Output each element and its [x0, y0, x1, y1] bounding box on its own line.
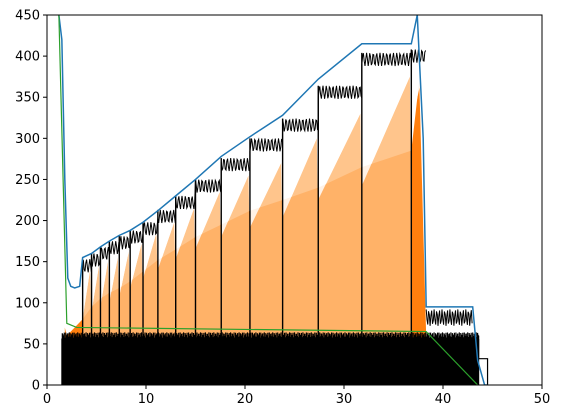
y-tick-label: 0	[32, 379, 40, 394]
x-axis: 0 10 20 30 40 50	[43, 385, 550, 407]
gap-region	[82, 269, 92, 319]
gap-region	[411, 62, 427, 127]
light-band-peak	[221, 175, 250, 385]
x-tick-label: 40	[435, 392, 452, 407]
gap-region	[249, 151, 283, 228]
y-tick-label: 350	[15, 91, 40, 106]
gap-region	[282, 131, 319, 218]
gap-region	[175, 208, 196, 260]
black-signal-fill	[61, 332, 480, 385]
light-band-peak	[361, 76, 412, 385]
y-tick-label: 100	[15, 296, 40, 311]
gap-region	[143, 232, 158, 279]
y-axis: 0 50 100 150 200 250 300 350 400 450	[15, 9, 47, 394]
gap-region	[100, 260, 110, 307]
y-tick-label: 400	[15, 50, 40, 65]
x-tick-label: 20	[237, 392, 254, 407]
y-tick-label: 150	[15, 255, 40, 270]
y-tick-label: 450	[15, 9, 40, 24]
gap-region	[318, 98, 362, 200]
x-tick-label: 10	[138, 392, 155, 407]
y-tick-label: 50	[23, 337, 40, 352]
gap-region	[119, 249, 131, 297]
black-signal-tail	[478, 335, 489, 385]
gap-region	[109, 254, 120, 303]
light-band-peak	[282, 138, 319, 385]
gap-region	[221, 171, 250, 237]
gap-region	[361, 65, 412, 186]
plot-area	[58, 15, 489, 385]
x-tick-label: 50	[534, 392, 551, 407]
gap-region	[91, 265, 101, 312]
light-band-peak	[318, 113, 362, 385]
y-tick-label: 300	[15, 132, 40, 147]
y-tick-label: 200	[15, 214, 40, 229]
gap-region	[195, 191, 222, 249]
x-tick-label: 30	[336, 392, 353, 407]
y-tick-label: 250	[15, 173, 40, 188]
black-step-envelope	[82, 49, 427, 273]
green-series-line	[58, 15, 479, 385]
gap-region	[157, 222, 176, 270]
blue-series-line	[58, 15, 488, 385]
axes-frame	[46, 14, 543, 386]
gap-region	[130, 243, 144, 289]
black-tail-envelope	[425, 309, 473, 326]
x-tick-label: 0	[43, 392, 51, 407]
